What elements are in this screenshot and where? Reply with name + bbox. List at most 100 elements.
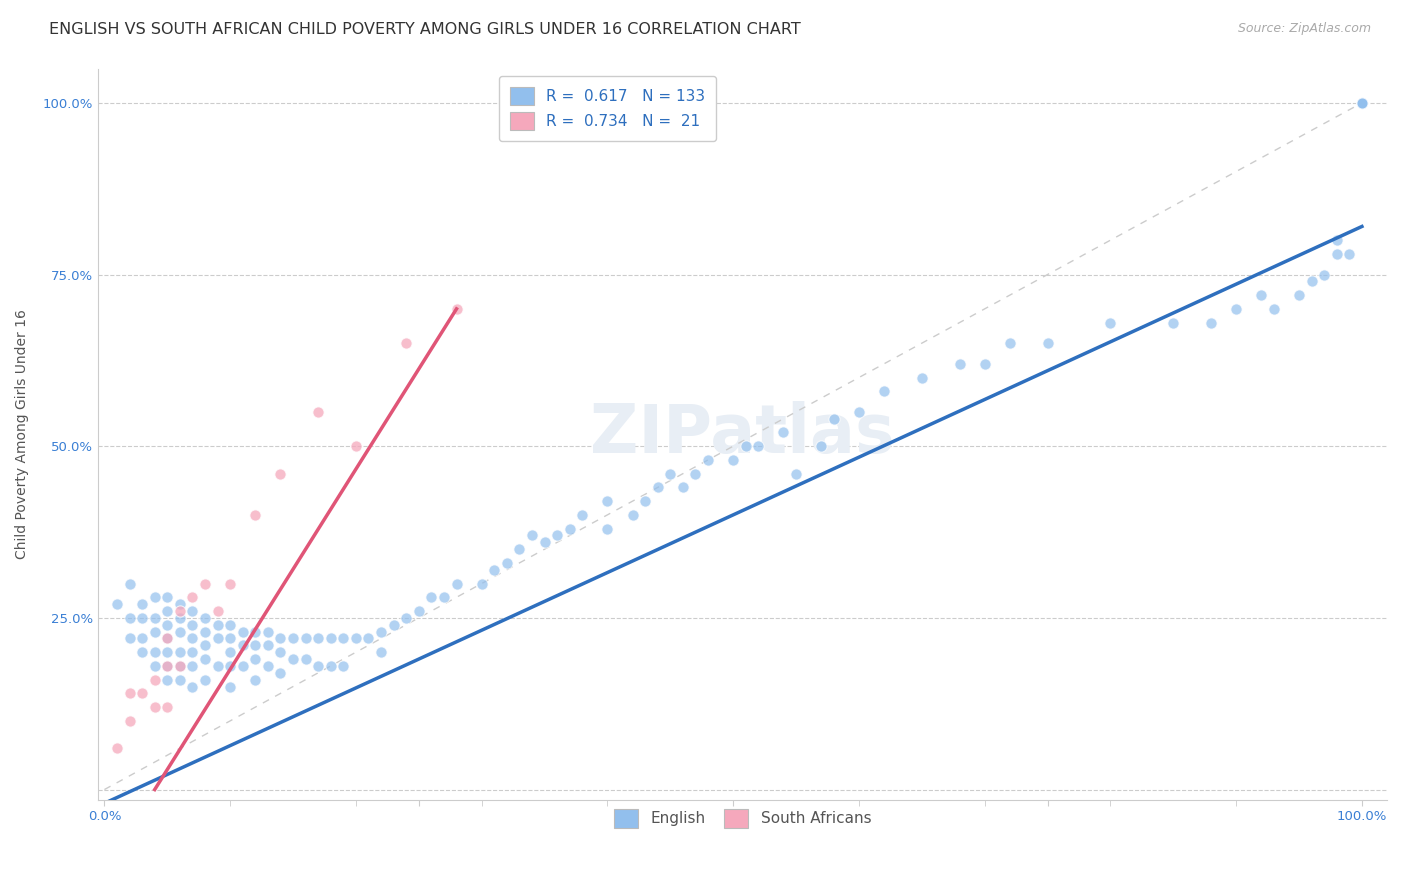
South Africans bbox=[118, 686, 141, 700]
English bbox=[382, 617, 405, 632]
English bbox=[998, 336, 1021, 351]
English bbox=[370, 645, 392, 659]
English bbox=[1250, 288, 1272, 302]
English bbox=[219, 632, 242, 646]
English bbox=[332, 632, 354, 646]
English bbox=[344, 632, 367, 646]
English bbox=[1288, 288, 1310, 302]
English bbox=[546, 528, 568, 542]
English bbox=[1351, 95, 1374, 110]
English bbox=[181, 604, 204, 618]
English bbox=[156, 645, 179, 659]
English bbox=[207, 632, 229, 646]
English bbox=[697, 453, 720, 467]
English bbox=[948, 357, 970, 371]
English bbox=[307, 632, 329, 646]
Text: ZIPatlas: ZIPatlas bbox=[591, 401, 894, 467]
English bbox=[181, 659, 204, 673]
South Africans bbox=[181, 591, 204, 605]
English bbox=[647, 480, 669, 494]
English bbox=[281, 652, 304, 666]
South Africans bbox=[194, 576, 217, 591]
English bbox=[131, 632, 153, 646]
English bbox=[131, 597, 153, 611]
English bbox=[131, 645, 153, 659]
English bbox=[269, 665, 291, 680]
English bbox=[307, 659, 329, 673]
Legend: English, South Africans: English, South Africans bbox=[602, 797, 883, 839]
English bbox=[596, 494, 619, 508]
English bbox=[245, 624, 267, 639]
English bbox=[143, 611, 166, 625]
English bbox=[294, 632, 316, 646]
English bbox=[143, 591, 166, 605]
English bbox=[319, 659, 342, 673]
South Africans bbox=[395, 336, 418, 351]
English bbox=[357, 632, 380, 646]
English bbox=[257, 659, 280, 673]
English bbox=[194, 624, 217, 639]
English bbox=[1351, 95, 1374, 110]
English bbox=[131, 611, 153, 625]
English bbox=[734, 439, 756, 453]
South Africans bbox=[245, 508, 267, 522]
English bbox=[973, 357, 995, 371]
English bbox=[269, 645, 291, 659]
English bbox=[484, 563, 506, 577]
English bbox=[332, 659, 354, 673]
English bbox=[207, 659, 229, 673]
English bbox=[495, 556, 517, 570]
English bbox=[156, 632, 179, 646]
English bbox=[156, 591, 179, 605]
English bbox=[823, 411, 845, 425]
English bbox=[571, 508, 593, 522]
English bbox=[659, 467, 682, 481]
English bbox=[1351, 95, 1374, 110]
English bbox=[169, 659, 191, 673]
English bbox=[219, 680, 242, 694]
English bbox=[181, 645, 204, 659]
English bbox=[1351, 95, 1374, 110]
Y-axis label: Child Poverty Among Girls Under 16: Child Poverty Among Girls Under 16 bbox=[15, 310, 30, 559]
English bbox=[634, 494, 657, 508]
English bbox=[156, 659, 179, 673]
South Africans bbox=[156, 659, 179, 673]
South Africans bbox=[219, 576, 242, 591]
South Africans bbox=[143, 673, 166, 687]
English bbox=[219, 617, 242, 632]
South Africans bbox=[446, 301, 468, 316]
English bbox=[156, 617, 179, 632]
English bbox=[143, 624, 166, 639]
South Africans bbox=[131, 686, 153, 700]
Text: Source: ZipAtlas.com: Source: ZipAtlas.com bbox=[1237, 22, 1371, 36]
English bbox=[281, 632, 304, 646]
South Africans bbox=[143, 700, 166, 714]
English bbox=[169, 597, 191, 611]
English bbox=[1351, 95, 1374, 110]
English bbox=[520, 528, 543, 542]
English bbox=[156, 604, 179, 618]
English bbox=[1351, 95, 1374, 110]
South Africans bbox=[169, 604, 191, 618]
English bbox=[1351, 95, 1374, 110]
English bbox=[1339, 247, 1361, 261]
English bbox=[1099, 316, 1122, 330]
English bbox=[143, 645, 166, 659]
English bbox=[118, 632, 141, 646]
English bbox=[873, 384, 896, 399]
South Africans bbox=[269, 467, 291, 481]
English bbox=[1351, 95, 1374, 110]
English bbox=[169, 645, 191, 659]
English bbox=[785, 467, 807, 481]
English bbox=[672, 480, 695, 494]
English bbox=[269, 632, 291, 646]
English bbox=[1326, 247, 1348, 261]
English bbox=[118, 611, 141, 625]
English bbox=[232, 659, 254, 673]
English bbox=[194, 611, 217, 625]
English bbox=[621, 508, 644, 522]
English bbox=[207, 617, 229, 632]
English bbox=[1351, 95, 1374, 110]
South Africans bbox=[307, 405, 329, 419]
English bbox=[245, 673, 267, 687]
